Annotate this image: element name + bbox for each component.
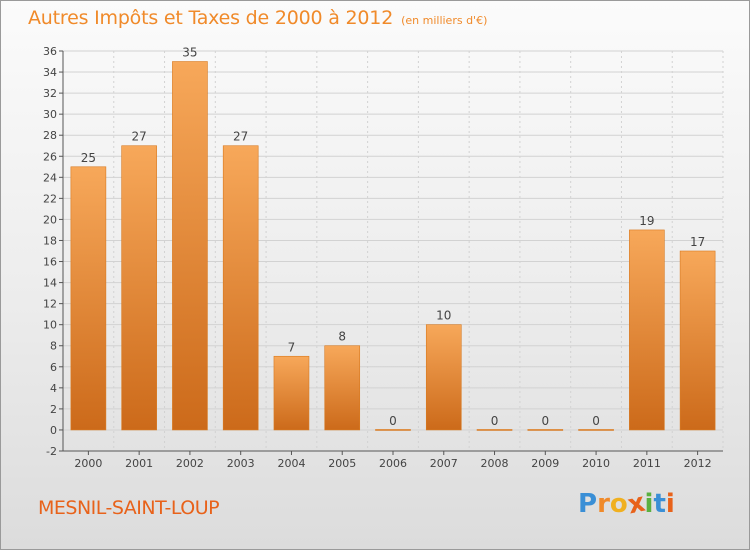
data-label-2002: 35 bbox=[182, 46, 197, 60]
y-tick-label: 14 bbox=[43, 277, 57, 290]
bars bbox=[70, 61, 716, 431]
x-tick-label-2007: 2007 bbox=[430, 457, 458, 470]
logo-letter: i bbox=[665, 489, 675, 519]
y-tick-label: 2 bbox=[50, 403, 57, 416]
data-label-2005: 8 bbox=[338, 330, 346, 344]
data-label-2012: 17 bbox=[690, 235, 705, 249]
logo-letter: r bbox=[597, 489, 610, 519]
y-tick-label: 18 bbox=[43, 234, 57, 247]
y-tick-label: 32 bbox=[43, 87, 57, 100]
data-label-2010: 0 bbox=[592, 414, 600, 428]
data-label-2006: 0 bbox=[389, 414, 397, 428]
bar-2000 bbox=[70, 166, 107, 431]
bar-2011 bbox=[629, 229, 665, 431]
x-tick-label-2001: 2001 bbox=[125, 457, 153, 470]
x-tick-label-2011: 2011 bbox=[633, 457, 661, 470]
bar-2005 bbox=[324, 345, 361, 431]
axes bbox=[59, 50, 723, 455]
data-labels: 25 27 35 27 7 8 0 10 0 0 0 19 17 bbox=[81, 46, 706, 428]
x-tick-label-2005: 2005 bbox=[328, 457, 356, 470]
logo-letter: i bbox=[644, 489, 654, 519]
y-tick-label: 24 bbox=[43, 171, 57, 184]
x-tick-label-2010: 2010 bbox=[582, 457, 610, 470]
data-label-2009: 0 bbox=[541, 414, 549, 428]
y-tick-label: 26 bbox=[43, 150, 57, 163]
x-tick-label-2012: 2012 bbox=[684, 457, 712, 470]
y-tick-label: 6 bbox=[50, 361, 57, 374]
data-label-2003: 27 bbox=[233, 130, 248, 144]
y-tick-label: 10 bbox=[43, 319, 57, 332]
y-tick-label: 4 bbox=[50, 382, 57, 395]
data-label-2001: 27 bbox=[132, 130, 147, 144]
logo-letter: P bbox=[578, 489, 598, 519]
logo-letter: t bbox=[653, 489, 666, 519]
chart-title-text: Autres Impôts et Taxes de 2000 à 2012 bbox=[28, 7, 394, 29]
x-tick-label-2000: 2000 bbox=[74, 457, 102, 470]
y-tick-label: 20 bbox=[43, 213, 57, 226]
bar-2004 bbox=[273, 355, 310, 431]
bar-2006 bbox=[375, 429, 411, 431]
y-tick-label: 12 bbox=[43, 298, 57, 311]
data-label-2004: 7 bbox=[288, 340, 296, 354]
chart-title: Autres Impôts et Taxes de 2000 à 2012 (en… bbox=[28, 7, 487, 29]
y-tick-label: 28 bbox=[43, 129, 57, 142]
data-label-2008: 0 bbox=[491, 414, 499, 428]
grid-lines bbox=[62, 50, 724, 452]
bar-2003 bbox=[222, 145, 259, 431]
commune-name: MESNIL-SAINT-LOUP bbox=[38, 497, 220, 519]
bar-2002 bbox=[172, 61, 208, 431]
bar-2009 bbox=[527, 429, 564, 431]
x-tick-label-2008: 2008 bbox=[481, 457, 509, 470]
y-tick-label: -2 bbox=[46, 445, 57, 458]
y-tick-label: 30 bbox=[43, 108, 57, 121]
bar-2008 bbox=[476, 429, 513, 431]
y-tick-label: 0 bbox=[50, 424, 57, 437]
y-tick-label: 22 bbox=[43, 192, 57, 205]
data-label-2007: 10 bbox=[436, 309, 451, 323]
y-tick-label: 36 bbox=[43, 45, 57, 58]
y-tick-label: 16 bbox=[43, 256, 57, 269]
data-label-2000: 25 bbox=[81, 151, 96, 165]
proxiti-logo: Proxiti bbox=[578, 488, 675, 521]
x-tick-label-2002: 2002 bbox=[176, 457, 204, 470]
x-tick-label-2009: 2009 bbox=[531, 457, 559, 470]
bar-2010 bbox=[578, 429, 614, 431]
bar-2001 bbox=[121, 145, 157, 431]
y-tick-label: 8 bbox=[50, 340, 57, 353]
x-tick-label-2004: 2004 bbox=[277, 457, 305, 470]
x-tick-label-2006: 2006 bbox=[379, 457, 407, 470]
bar-2012 bbox=[679, 250, 716, 431]
logo-letter: o bbox=[609, 489, 628, 519]
chart-unit-text: (en milliers d'€) bbox=[401, 14, 488, 27]
y-tick-label: 34 bbox=[43, 66, 57, 79]
x-tick-label-2003: 2003 bbox=[227, 457, 255, 470]
bar-2007 bbox=[425, 324, 462, 431]
data-label-2011: 19 bbox=[639, 214, 654, 228]
